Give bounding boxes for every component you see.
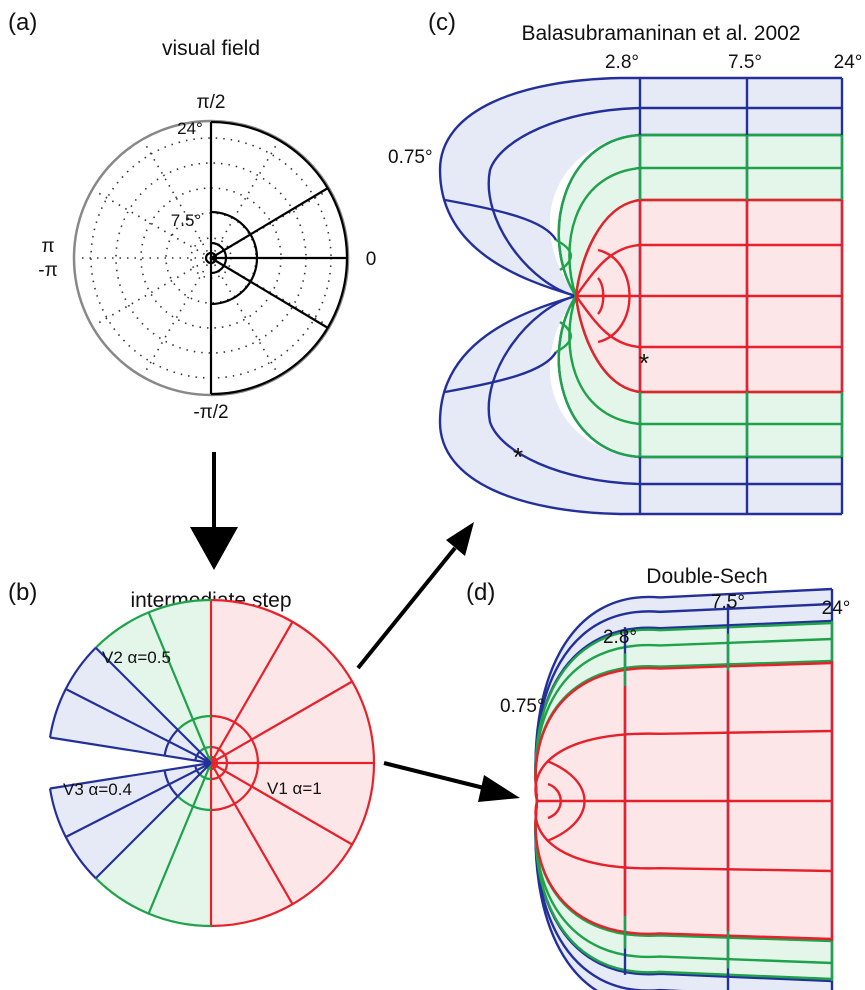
dotted-spoke <box>210 145 277 259</box>
c-v2-upper-fill <box>558 135 842 296</box>
d-v1-outer <box>534 661 833 802</box>
c-ecc-label-24: 24° <box>834 52 863 73</box>
v2-spoke <box>147 611 213 764</box>
angle-label-top: π/2 <box>197 92 226 113</box>
v1-alpha-label: V1 α=1 <box>267 779 322 798</box>
ecc-label-24: 24° <box>177 119 203 138</box>
v1-ecc-arc <box>210 714 260 812</box>
v1-spoke <box>210 762 294 905</box>
v3-lower-region <box>50 763 211 879</box>
d-ecc-label-2-8: 2.8° <box>603 627 637 648</box>
v3-spoke <box>94 646 212 764</box>
ecc-label-7-5: 7.5° <box>171 211 201 230</box>
panel-c: (c) Balasubramaninan et al. 2002 0.75° 2… <box>388 9 863 516</box>
dotted-spoke <box>98 257 212 324</box>
c-v2-mid-upper <box>568 166 842 297</box>
balasubramaninan-map <box>438 76 844 516</box>
v1-spoke <box>210 680 353 764</box>
d-v1-mid <box>534 800 833 873</box>
panel-a: (a) visual field π/2 0 π -π -π/2 24° 7.5… <box>8 9 376 423</box>
right-hemifield-wedges <box>204 120 349 396</box>
c-ecc-label-7-5: 7.5° <box>728 52 762 73</box>
c-v3-outer-upper <box>438 76 842 298</box>
angle-label-bottom: -π/2 <box>193 402 228 423</box>
c-iso-ecc-small <box>597 277 605 315</box>
panel-b: (b) intermediate step V2 α=0.5 V1 α=1 V3… <box>8 579 376 928</box>
angle-label-right: 0 <box>366 249 377 270</box>
d-v1-outer <box>534 800 833 941</box>
d-v2-fill <box>535 621 832 801</box>
panel-a-title: visual field <box>162 37 260 60</box>
c-ecc-label-0-75: 0.75° <box>388 147 433 168</box>
c-v1-outer-upper <box>574 198 842 297</box>
d-ecc-label-0-75: 0.75° <box>500 696 545 717</box>
c-v2-outer-upper <box>557 133 842 297</box>
v3-alpha-label: V3 α=0.4 <box>63 780 132 799</box>
d-ecc-label-24: 24° <box>822 598 851 619</box>
v2-alpha-label: V2 α=0.5 <box>102 648 171 667</box>
d-iso-ecc-small <box>547 782 562 820</box>
panel-b-label: (b) <box>8 579 37 606</box>
panel-d-title: Double-Sech <box>646 565 767 588</box>
c-iso-ecc-v3-lower <box>444 351 558 394</box>
c-iso-ecc-0-75 <box>597 248 631 344</box>
c-v1-outer-lower <box>574 295 842 394</box>
dotted-spoke <box>210 257 277 371</box>
arrow-b-to-c <box>356 522 474 670</box>
c-v1-mid-upper <box>575 243 842 297</box>
v1-ecc-arc <box>210 755 219 771</box>
c-v3-outer-lower <box>438 294 842 516</box>
d-v2-fill <box>535 801 832 981</box>
c-v3-mid-lower <box>487 294 842 486</box>
c-asterisk-v3: * <box>513 442 523 472</box>
v3-spoke <box>49 761 212 790</box>
arrow-b-to-d <box>383 761 520 802</box>
v3-spoke <box>65 762 212 838</box>
dotted-spoke <box>145 257 212 371</box>
dotted-spoke <box>145 145 212 259</box>
panel-d: (d) Double-Sech 0.75° 2.8° 7.5° 24° <box>466 565 850 990</box>
v1-ecc-arc <box>210 745 229 781</box>
c-v2-lower-fill <box>558 296 842 457</box>
v2-spoke <box>147 762 213 915</box>
v2-lower-region <box>95 763 211 926</box>
panel-d-label: (d) <box>466 579 495 606</box>
intermediate-wedge-map <box>48 598 376 928</box>
v2-upper-region <box>95 600 211 763</box>
c-v3-mid-upper <box>487 106 842 298</box>
c-v2-mid-lower <box>568 295 842 426</box>
d-v1-mid <box>534 729 833 802</box>
d-iso-ecc-0-75 <box>546 759 586 843</box>
d-ecc-label-7-5: 7.5° <box>711 592 745 613</box>
c-v3-upper-fill <box>440 78 842 296</box>
d-v1-fill <box>535 661 832 801</box>
angle-label-left-pos: π <box>41 236 54 257</box>
c-asterisk-v2: * <box>639 348 649 378</box>
v3-upper-region <box>50 647 211 763</box>
v3-spoke <box>49 736 212 765</box>
d-v3-fill <box>535 589 832 801</box>
c-iso-ecc-v2-upper <box>555 238 572 271</box>
panel-a-label: (a) <box>8 9 37 36</box>
panel-c-label: (c) <box>428 9 456 36</box>
c-ecc-label-2-8: 2.8° <box>605 52 639 73</box>
c-iso-ecc-v3-upper <box>444 198 558 241</box>
panel-c-title: Balasubramaninan et al. 2002 <box>521 22 800 45</box>
arrow-a-to-b <box>190 452 238 570</box>
c-v3-lower-fill <box>440 296 842 514</box>
c-v1-mid-lower <box>575 295 842 349</box>
v1-spoke <box>210 621 294 764</box>
v3-spoke <box>94 762 212 880</box>
double-sech-map <box>534 587 834 990</box>
c-v2-outer-lower <box>557 295 842 459</box>
v3-spoke <box>65 688 212 764</box>
angle-label-left-neg: -π <box>38 260 57 281</box>
d-v1-fill <box>535 801 832 941</box>
c-iso-ecc-v2-lower <box>555 321 572 354</box>
v1-spoke <box>210 762 353 846</box>
